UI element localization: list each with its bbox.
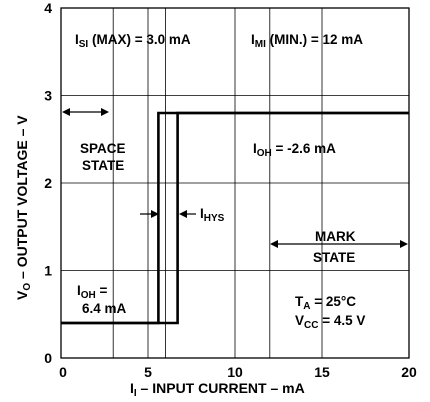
hys-arrow-left-head — [151, 210, 159, 218]
ioh-low-value: 6.4 mA — [82, 301, 127, 316]
arrows — [62, 108, 408, 248]
y-tick-label-1: 1 — [44, 263, 52, 279]
ioh-high-label: IOH = -2.6 mA — [253, 141, 336, 159]
tick-labels: 0 5 10 15 20 0 1 2 3 4 — [44, 0, 417, 380]
space-arrow-head-left — [62, 108, 70, 116]
mark-arrow-head-left — [270, 240, 278, 248]
series-line-2 — [61, 111, 409, 325]
ihys-label: IHYS — [200, 206, 225, 224]
ta-label: TA = 25°C — [295, 294, 356, 312]
x-tick-label-10: 10 — [227, 364, 243, 380]
x-axis-title: II – INPUT CURRENT – mA — [130, 380, 305, 399]
x-tick-label-15: 15 — [314, 364, 330, 380]
series-group — [61, 111, 409, 325]
y-tick-label-0: 0 — [44, 350, 52, 366]
space-state-line1: SPACE — [80, 141, 126, 156]
x-tick-label-0: 0 — [59, 364, 67, 380]
y-tick-label-3: 3 — [44, 88, 52, 104]
space-arrow-head-right — [101, 108, 109, 116]
y-axis-title: VO – OUTPUT VOLTAGE – V — [14, 115, 33, 300]
isi-label: ISI (MAX) = 3.0 mA — [75, 32, 191, 50]
x-tick-label-20: 20 — [401, 364, 417, 380]
y-tick-label-2: 2 — [44, 175, 52, 191]
plot-frame — [60, 7, 410, 359]
vcc-label: VCC = 4.5 V — [295, 313, 365, 331]
y-tick-label-4: 4 — [44, 0, 52, 16]
space-state-line2: STATE — [82, 158, 124, 173]
hys-arrow-right-head — [179, 210, 187, 218]
grid-lines — [61, 8, 409, 358]
imi-label: IMI (MIN.) = 12 mA — [251, 32, 363, 50]
mark-state-line2: STATE — [313, 250, 355, 265]
ioh-low-label: IOH = — [77, 283, 108, 301]
x-tick-label-5: 5 — [144, 364, 152, 380]
mark-state-line1: MARK — [315, 229, 356, 244]
mark-arrow-head-right — [400, 240, 408, 248]
